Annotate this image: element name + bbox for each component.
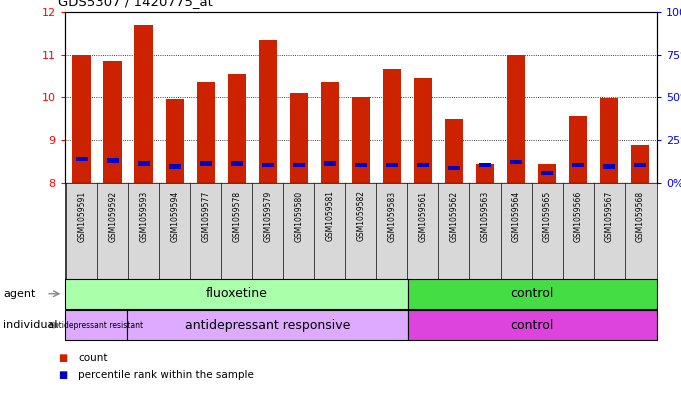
Text: fluoxetine: fluoxetine <box>205 287 267 300</box>
Bar <box>417 163 429 167</box>
Bar <box>476 163 494 183</box>
Text: GSM1059591: GSM1059591 <box>77 191 86 242</box>
Text: GSM1059579: GSM1059579 <box>264 191 272 242</box>
Text: ■: ■ <box>58 370 67 380</box>
Text: antidepressant responsive: antidepressant responsive <box>185 319 350 332</box>
Bar <box>231 162 243 165</box>
Text: GSM1059565: GSM1059565 <box>543 191 552 242</box>
Bar <box>169 164 181 169</box>
Bar <box>538 163 556 183</box>
Bar <box>200 162 212 165</box>
Bar <box>541 171 553 176</box>
Bar <box>383 70 401 183</box>
Text: percentile rank within the sample: percentile rank within the sample <box>78 370 254 380</box>
Text: agent: agent <box>3 289 36 299</box>
Bar <box>603 164 615 169</box>
Text: GSM1059593: GSM1059593 <box>140 191 148 242</box>
Bar <box>289 93 308 183</box>
Bar <box>65 310 127 340</box>
Bar <box>408 279 657 309</box>
Text: GSM1059564: GSM1059564 <box>511 191 520 242</box>
Bar <box>65 279 408 309</box>
Bar <box>634 163 646 167</box>
Text: control: control <box>511 319 554 332</box>
Bar <box>107 158 118 163</box>
Bar <box>479 163 491 167</box>
Bar <box>600 98 618 183</box>
Bar <box>76 157 88 162</box>
Text: GSM1059582: GSM1059582 <box>356 191 366 241</box>
Text: GSM1059567: GSM1059567 <box>605 191 614 242</box>
Text: GSM1059566: GSM1059566 <box>573 191 582 242</box>
Text: GSM1059561: GSM1059561 <box>418 191 428 242</box>
Bar <box>104 61 122 183</box>
Bar <box>510 160 522 164</box>
Bar <box>324 162 336 165</box>
Bar <box>355 163 367 167</box>
Text: control: control <box>511 287 554 300</box>
Bar <box>259 40 277 183</box>
Bar <box>448 166 460 170</box>
Text: GSM1059562: GSM1059562 <box>449 191 458 242</box>
Text: count: count <box>78 353 108 363</box>
Bar <box>569 116 588 183</box>
Bar <box>127 310 408 340</box>
Bar <box>138 162 150 165</box>
Bar <box>197 82 215 183</box>
Bar <box>572 163 584 167</box>
Bar <box>293 163 305 167</box>
Bar <box>445 119 463 183</box>
Text: antidepressant resistant: antidepressant resistant <box>49 321 143 330</box>
Bar <box>413 78 432 183</box>
Bar <box>631 145 650 183</box>
Bar <box>321 82 339 183</box>
Text: GSM1059594: GSM1059594 <box>170 191 179 242</box>
Bar <box>386 163 398 167</box>
Bar <box>507 55 525 183</box>
Bar <box>72 55 91 183</box>
Text: GDS5307 / 1420775_at: GDS5307 / 1420775_at <box>58 0 212 8</box>
Bar <box>351 97 370 183</box>
Text: ■: ■ <box>58 353 67 363</box>
Bar <box>262 163 274 167</box>
Text: GSM1059563: GSM1059563 <box>481 191 490 242</box>
Text: individual: individual <box>3 320 58 330</box>
Text: GSM1059592: GSM1059592 <box>108 191 117 242</box>
Bar <box>165 99 184 183</box>
Text: GSM1059583: GSM1059583 <box>387 191 396 242</box>
Text: GSM1059568: GSM1059568 <box>635 191 645 242</box>
Bar <box>134 26 153 183</box>
Bar <box>408 310 657 340</box>
Text: GSM1059578: GSM1059578 <box>232 191 241 242</box>
Text: GSM1059581: GSM1059581 <box>326 191 334 241</box>
Text: GSM1059577: GSM1059577 <box>202 191 210 242</box>
Bar <box>227 74 246 183</box>
Text: GSM1059580: GSM1059580 <box>294 191 304 242</box>
